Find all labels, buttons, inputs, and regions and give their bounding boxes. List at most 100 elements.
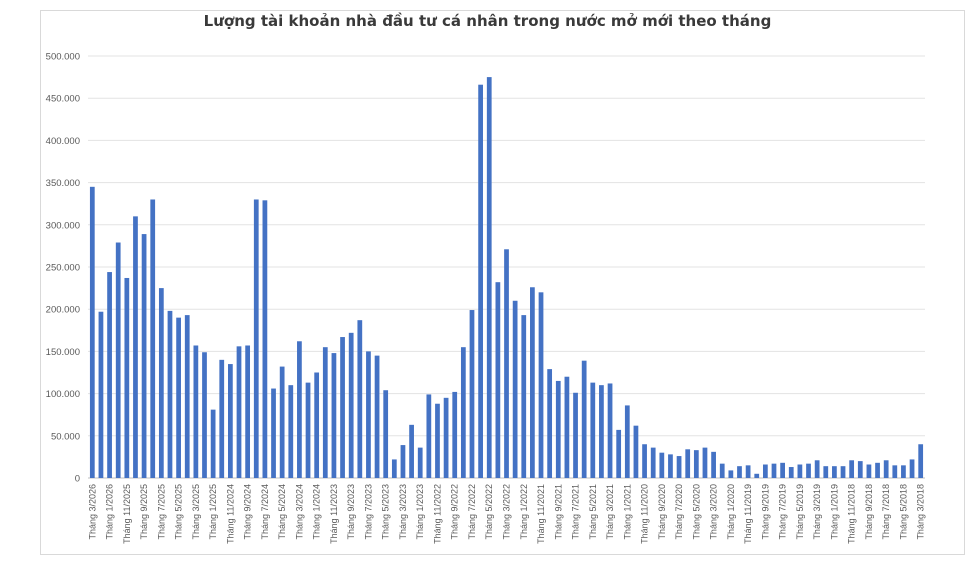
bar <box>918 444 924 478</box>
bar <box>521 315 527 478</box>
y-tick-label: 150.000 <box>46 347 80 358</box>
bar <box>901 465 906 478</box>
x-tick-label: Tháng 5/2021 <box>588 484 598 540</box>
x-tick-label: Tháng 7/2024 <box>260 484 270 540</box>
bar <box>452 391 458 478</box>
x-tick-label: Tháng 1/2020 <box>726 484 736 540</box>
bar <box>754 473 760 478</box>
bar <box>702 447 708 478</box>
bar <box>141 234 147 478</box>
bars <box>89 77 924 479</box>
x-tick-label: Tháng 5/2020 <box>691 484 701 540</box>
chart-title: Lượng tài khoản nhà đầu tư cá nhân trong… <box>203 12 772 30</box>
bar <box>443 397 449 478</box>
bar <box>391 459 397 478</box>
bar <box>728 470 734 478</box>
bar <box>228 364 233 478</box>
x-tick-label: Tháng 5/2023 <box>381 484 391 540</box>
bar <box>737 466 742 478</box>
bar <box>98 311 104 478</box>
x-tick-label: Tháng 11/2018 <box>847 484 857 544</box>
bar <box>780 462 785 478</box>
x-tick-label: Tháng 11/2024 <box>225 484 235 544</box>
bar <box>107 272 112 478</box>
x-tick-label: Tháng 3/2019 <box>812 484 822 540</box>
bar <box>875 462 880 478</box>
bar <box>788 467 794 478</box>
bar <box>512 300 518 478</box>
bar <box>124 277 130 478</box>
x-tick-label: Tháng 3/2023 <box>398 484 408 540</box>
bar <box>158 288 164 478</box>
bar <box>219 359 225 478</box>
x-tick-label: Tháng 7/2025 <box>156 484 166 540</box>
bar <box>806 463 811 478</box>
x-tick-label: Tháng 3/2026 <box>87 484 97 540</box>
bar <box>633 425 639 478</box>
bar <box>504 249 509 478</box>
bar <box>555 380 561 478</box>
bar <box>849 460 855 478</box>
bar <box>297 341 302 478</box>
x-tick-label: Tháng 5/2025 <box>174 484 184 540</box>
bar <box>530 287 535 478</box>
x-tick-label: Tháng 11/2025 <box>122 484 132 544</box>
bar <box>581 360 587 478</box>
bar <box>167 310 173 478</box>
bar <box>426 394 432 478</box>
x-tick-label: Tháng 11/2020 <box>640 484 650 544</box>
x-tick-label: Tháng 7/2020 <box>674 484 684 540</box>
bar <box>357 320 363 478</box>
x-tick-label: Tháng 9/2024 <box>243 484 253 540</box>
bar <box>762 464 768 478</box>
y-tick-label: 200.000 <box>46 305 80 316</box>
bar <box>331 353 337 478</box>
bar <box>340 337 345 478</box>
x-tick-label: Tháng 11/2019 <box>743 484 753 544</box>
bar <box>271 388 276 478</box>
bar <box>202 352 207 478</box>
x-tick-label: Tháng 9/2020 <box>657 484 667 540</box>
x-axis-ticks: Tháng 3/2026 Tháng 1/2026 Tháng 11/2025 Thá… <box>87 484 925 544</box>
bar <box>642 444 647 478</box>
gridlines <box>88 55 925 479</box>
x-tick-label: Tháng 1/2024 <box>312 484 322 540</box>
bar <box>771 463 777 478</box>
x-tick-label: Tháng 9/2019 <box>760 484 770 540</box>
bar <box>892 465 898 478</box>
bar <box>797 464 803 478</box>
bar <box>495 282 501 478</box>
bar <box>383 390 389 478</box>
x-tick-label: Tháng 5/2018 <box>898 484 908 540</box>
x-tick-label: Tháng 1/2021 <box>622 484 632 540</box>
bar <box>435 403 440 478</box>
bar <box>823 466 829 478</box>
y-tick-label: 350.000 <box>46 178 80 189</box>
y-tick-label: 0 <box>75 474 80 485</box>
bar <box>711 451 716 478</box>
bar <box>245 345 251 478</box>
bar <box>417 447 423 478</box>
bar <box>478 84 483 478</box>
x-tick-label: Tháng 7/2018 <box>881 484 891 540</box>
y-tick-label: 50.000 <box>51 431 80 442</box>
x-tick-label: Tháng 7/2023 <box>363 484 373 540</box>
bar <box>460 347 466 478</box>
bar <box>599 385 604 478</box>
x-tick-label: Tháng 9/2022 <box>450 484 460 540</box>
bar <box>685 449 691 478</box>
bar <box>832 466 837 478</box>
bar <box>607 383 613 478</box>
bar <box>866 464 872 478</box>
x-tick-label: Tháng 3/2018 <box>916 484 926 540</box>
bar <box>469 310 475 478</box>
bar <box>616 429 622 478</box>
x-tick-label: Tháng 11/2023 <box>329 484 339 544</box>
y-tick-label: 450.000 <box>46 94 80 105</box>
bar <box>348 332 354 478</box>
x-tick-label: Tháng 5/2022 <box>484 484 494 540</box>
x-tick-label: Tháng 1/2023 <box>415 484 425 540</box>
y-axis-ticks: 0 50.000 100.000 150.000 200.000 250.000 300.0… <box>46 52 80 485</box>
bar <box>409 424 414 478</box>
